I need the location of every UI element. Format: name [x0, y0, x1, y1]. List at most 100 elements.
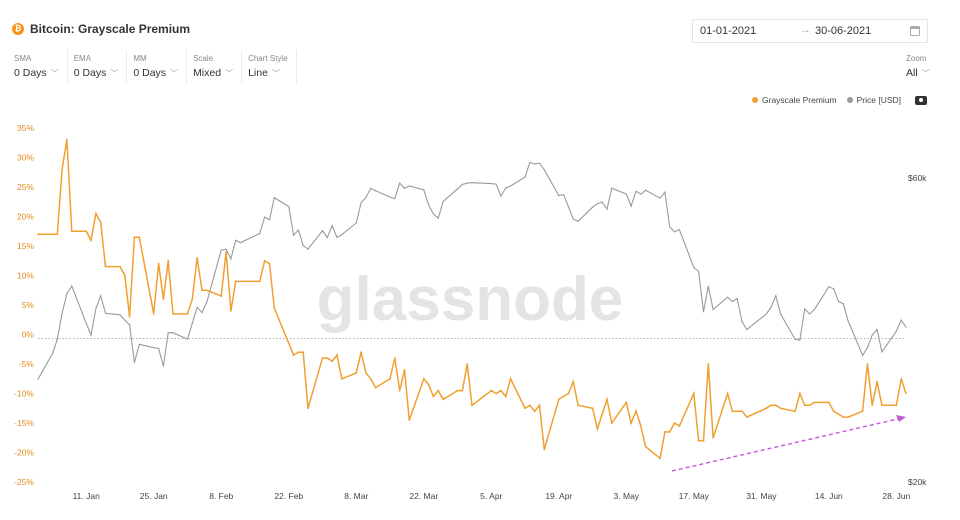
y-left-tick-label: 35% [17, 123, 34, 133]
mm-select[interactable]: MM 0 Days ﹀ [127, 50, 188, 84]
data-points [37, 138, 907, 460]
x-tick-label: 17. May [679, 491, 710, 501]
chevron-down-icon[interactable]: ﹀ [271, 69, 280, 78]
premium-point [644, 445, 647, 448]
premium-point [90, 239, 92, 242]
premium-point [900, 377, 903, 380]
premium-point [152, 312, 155, 315]
premium-point [871, 404, 874, 407]
premium-point [403, 369, 406, 371]
premium-point [336, 354, 338, 357]
zoom-value[interactable]: All [906, 67, 918, 79]
mm-label: MM [133, 54, 147, 63]
premium-point [774, 404, 777, 407]
premium-point [369, 377, 372, 380]
price-point [635, 190, 637, 192]
price-point [124, 319, 126, 321]
camera-icon[interactable] [915, 95, 928, 105]
chevron-down-icon[interactable]: ﹀ [50, 69, 59, 78]
price-point [292, 234, 295, 236]
price-point [461, 183, 463, 186]
ema-label: EMA [73, 54, 92, 63]
y-right-axis: $60k $20k [908, 173, 927, 487]
price-point [736, 298, 738, 300]
premium-point [307, 407, 309, 410]
premium-point [741, 410, 743, 413]
premium-point [577, 404, 579, 407]
chevron-down-icon[interactable]: ﹀ [225, 69, 234, 78]
premium-point [365, 371, 367, 374]
premium-point [538, 404, 541, 407]
zoom-select[interactable]: Zoom All ﹀ [906, 54, 930, 81]
price-point [837, 300, 840, 303]
legend-item-price[interactable]: Price [USD] [846, 95, 902, 105]
premium-point [770, 404, 772, 407]
premium-point [827, 401, 830, 404]
premium-point [794, 410, 796, 413]
date-to[interactable]: 30-06-2021 [815, 25, 872, 37]
y-left-tick-label: -25% [14, 477, 34, 487]
chart-title: Bitcoin: Grayscale Premium [30, 22, 191, 36]
premium-point [572, 380, 575, 383]
price-point [307, 248, 309, 250]
calendar-icon[interactable] [910, 26, 920, 36]
date-range-picker[interactable]: 01-01-2021 → 30-06-2021 [692, 19, 928, 43]
date-from[interactable]: 01-01-2021 [700, 25, 757, 37]
premium-point [398, 389, 401, 392]
ema-value[interactable]: 0 Days [73, 67, 107, 79]
chevron-down-icon[interactable]: ﹀ [921, 69, 930, 78]
scale-select[interactable]: Scale Mixed ﹀ [187, 50, 243, 84]
price-point [509, 185, 512, 187]
premium-point [895, 404, 898, 407]
premium-point [196, 256, 199, 259]
premium-point [268, 262, 271, 265]
price-point [302, 244, 304, 247]
y-right-tick-label: $20k [908, 477, 927, 487]
price-point [529, 161, 531, 163]
price-point [775, 295, 777, 297]
price-point [206, 301, 208, 303]
price-point [601, 201, 603, 203]
price-point [640, 193, 642, 195]
scale-label: Scale [193, 54, 214, 63]
chevron-down-icon[interactable]: ﹀ [170, 69, 179, 78]
chart-legend: Grayscale Premium Price [USD] [752, 95, 928, 105]
price-point [167, 332, 169, 334]
price-point [543, 169, 545, 171]
mm-value[interactable]: 0 Days [133, 67, 167, 79]
price-point [66, 293, 68, 295]
price-point [466, 182, 468, 184]
price-point [220, 249, 222, 251]
sma-select[interactable]: SMA 0 Days ﹀ [8, 50, 68, 84]
chart-style-select[interactable]: Chart Style Line ﹀ [242, 50, 297, 84]
price-point [625, 193, 627, 195]
premium-point [297, 351, 300, 354]
premium-point [162, 298, 165, 300]
legend-item-premium[interactable]: Grayscale Premium [752, 95, 837, 105]
bitcoin-icon: ₿ [12, 23, 24, 35]
ema-select[interactable]: EMA 0 Days ﹀ [68, 50, 128, 84]
chart-style-value[interactable]: Line [248, 67, 268, 79]
legend-label-price: Price [USD] [856, 95, 902, 105]
price-point [403, 187, 406, 189]
price-point [707, 285, 709, 287]
premium-point [437, 389, 440, 392]
chart-plot: glassnode 35% 30% 25% 20% 15% 10% 5% 0% -5% -10% -… [14, 123, 927, 501]
price-point [268, 219, 271, 221]
price-point [56, 338, 58, 340]
premium-point [668, 430, 671, 433]
price-point [259, 232, 261, 235]
premium-point [500, 389, 502, 392]
premium-point [697, 439, 700, 442]
premium-point [374, 386, 377, 389]
premium-point [51, 233, 54, 236]
premium-point [591, 407, 594, 410]
premium-point [355, 371, 358, 374]
price-point [591, 206, 594, 208]
price-point [895, 330, 897, 332]
premium-point [37, 233, 39, 236]
chevron-down-icon[interactable]: ﹀ [110, 69, 119, 78]
scale-value[interactable]: Mixed [193, 67, 222, 79]
sma-value[interactable]: 0 Days [14, 67, 47, 79]
x-tick-label: 14. Jun [815, 491, 843, 501]
